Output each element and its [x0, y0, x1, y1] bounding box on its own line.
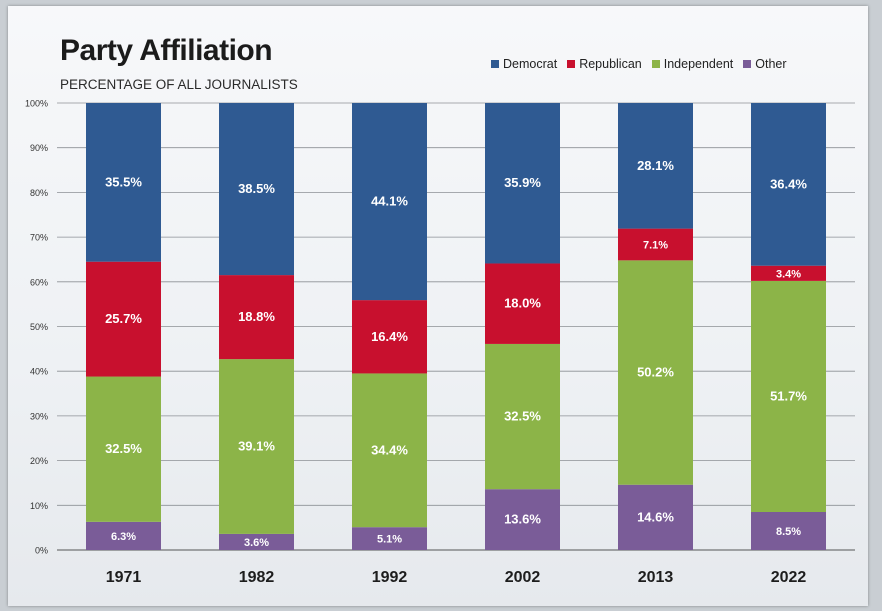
legend-swatch-other — [743, 60, 752, 68]
data-label-republican-1971: 25.7% — [105, 311, 142, 326]
bar-segment-independent-2022 — [751, 280, 826, 513]
data-label-democrat-1982: 38.5% — [238, 181, 275, 196]
bar-segment-republican-1982 — [219, 275, 294, 360]
legend-swatch-independent — [651, 60, 660, 68]
y-tick-label: 20% — [30, 456, 48, 466]
legend-swatch-republican — [567, 60, 576, 68]
legend-label-democrat: Democrat — [503, 57, 558, 71]
data-label-democrat-2013: 28.1% — [637, 158, 674, 173]
bar-segment-independent-2002 — [485, 343, 560, 490]
legend-label-independent: Independent — [663, 57, 734, 71]
bar-segment-democrat-1971 — [86, 103, 161, 262]
bar-segment-independent-1982 — [219, 359, 294, 534]
y-tick-label: 30% — [30, 411, 48, 421]
bar-segment-other-1971 — [86, 521, 161, 550]
bar-segment-democrat-2013 — [618, 103, 693, 229]
y-tick-label: 70% — [30, 233, 48, 243]
legend-item-democrat: Democrat — [491, 57, 557, 71]
data-label-republican-1982: 18.8% — [238, 309, 275, 324]
y-tick-label: 0% — [35, 546, 48, 556]
data-label-other-1992: 5.1% — [377, 534, 402, 546]
data-label-democrat-2022: 36.4% — [770, 176, 807, 191]
bar-segment-democrat-1992 — [352, 103, 427, 301]
y-tick-label: 80% — [30, 188, 48, 198]
data-label-independent-1992: 34.4% — [371, 442, 408, 457]
y-tick-label: 90% — [30, 143, 48, 153]
legend-swatch-democrat — [491, 60, 499, 68]
data-label-democrat-1992: 44.1% — [371, 194, 408, 209]
bar-segment-republican-1971 — [86, 261, 161, 377]
x-tick-label: 1971 — [106, 569, 142, 586]
bar-segment-republican-2022 — [751, 265, 826, 281]
data-label-other-2002: 13.6% — [504, 512, 541, 527]
x-tick-label: 2022 — [771, 569, 807, 586]
legend-item-independent: Independent — [651, 57, 734, 71]
x-tick-label: 1992 — [372, 569, 408, 586]
bar-segment-republican-2013 — [618, 228, 693, 261]
bar-segment-other-2022 — [751, 512, 826, 550]
y-tick-label: 40% — [30, 367, 48, 377]
data-label-republican-2013: 7.1% — [643, 239, 668, 251]
data-label-independent-2022: 51.7% — [770, 388, 807, 403]
data-label-independent-1971: 32.5% — [105, 441, 142, 456]
bar-segment-other-1992 — [352, 527, 427, 550]
bar-segment-democrat-2022 — [751, 103, 826, 266]
bar-segment-democrat-2002 — [485, 103, 560, 264]
bar-segment-independent-2013 — [618, 260, 693, 485]
x-tick-label: 2002 — [505, 569, 541, 586]
data-label-other-1982: 3.6% — [244, 537, 269, 549]
bar-segment-independent-1971 — [86, 376, 161, 522]
data-label-independent-2002: 32.5% — [504, 409, 541, 424]
chart-subtitle: PERCENTAGE OF ALL JOURNALISTS — [60, 77, 298, 92]
legend-label-republican: Republican — [579, 57, 642, 71]
chart-legend: Democrat Republican Independent Other — [491, 57, 787, 71]
y-tick-label: 60% — [30, 277, 48, 287]
bar-segment-other-2013 — [618, 484, 693, 550]
data-label-republican-2002: 18.0% — [504, 296, 541, 311]
chart-title: Party Affiliation — [60, 34, 273, 67]
y-tick-label: 10% — [30, 501, 48, 511]
x-tick-label: 2013 — [638, 569, 674, 586]
data-label-other-1971: 6.3% — [111, 531, 136, 543]
bar-segment-republican-1992 — [352, 300, 427, 374]
x-tick-label: 1982 — [239, 569, 275, 586]
data-label-democrat-2002: 35.9% — [504, 175, 541, 190]
bar-segment-democrat-1982 — [219, 103, 294, 276]
bar-segment-republican-2002 — [485, 263, 560, 344]
legend-label-other: Other — [755, 57, 787, 71]
bar-segment-other-1982 — [219, 533, 294, 550]
y-tick-label: 100% — [25, 99, 48, 109]
y-tick-label: 50% — [30, 322, 48, 332]
data-label-democrat-1971: 35.5% — [105, 174, 142, 189]
data-label-other-2022: 8.5% — [776, 526, 801, 538]
data-label-other-2013: 14.6% — [637, 509, 674, 524]
data-label-republican-2022: 3.4% — [776, 268, 801, 280]
data-label-independent-2013: 50.2% — [637, 365, 674, 380]
legend-item-republican: Republican — [567, 57, 642, 71]
legend-item-other: Other — [743, 57, 787, 71]
bar-segment-independent-1992 — [352, 373, 427, 528]
bar-segment-other-2002 — [485, 489, 560, 550]
data-label-independent-1982: 39.1% — [238, 439, 275, 454]
data-label-republican-1992: 16.4% — [371, 329, 408, 344]
